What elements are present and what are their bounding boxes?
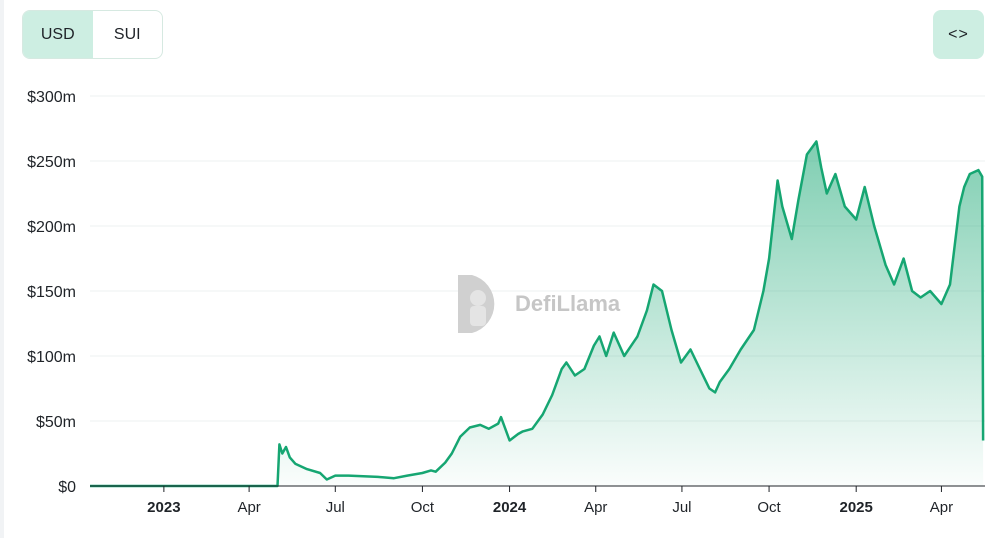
x-tick-label: 2023	[147, 499, 180, 516]
left-edge	[0, 0, 4, 538]
y-tick-label: $0	[58, 479, 76, 496]
x-tick-label: 2024	[493, 499, 527, 516]
toggle-sui[interactable]: SUI	[113, 25, 141, 43]
y-tick-label: $150m	[27, 284, 76, 301]
x-axis-ticks: 2023 Apr Jul Oct 2024 Apr Jul Oct 2025 Apr	[147, 486, 953, 516]
y-tick-label: $250m	[27, 154, 76, 171]
toggle-usd[interactable]: USD	[23, 11, 93, 58]
y-tick-label: $300m	[27, 89, 76, 106]
y-axis-ticks: $0 $50m $100m $150m $200m $250m $300m	[27, 89, 76, 496]
y-tick-label: $200m	[27, 219, 76, 236]
x-tick-label: Apr	[930, 499, 953, 516]
watermark: DefiLlama	[458, 275, 621, 333]
x-tick-label: Jul	[672, 499, 691, 516]
llama-logo-icon	[458, 275, 495, 333]
x-tick-label: 2025	[840, 499, 873, 516]
x-tick-label: Oct	[757, 499, 781, 516]
x-tick-label: Apr	[584, 499, 607, 516]
embed-button[interactable]: <>	[933, 10, 984, 59]
code-brackets-icon: <>	[948, 25, 969, 43]
x-tick-label: Apr	[237, 499, 260, 516]
area-fill	[90, 141, 984, 486]
x-tick-label: Jul	[326, 499, 345, 516]
y-tick-label: $50m	[36, 414, 76, 431]
currency-toggle: USD SUI	[22, 10, 163, 59]
series-line	[90, 140, 985, 488]
watermark-text: DefiLlama	[515, 291, 621, 316]
x-tick-label: Oct	[411, 499, 435, 516]
y-tick-label: $100m	[27, 349, 76, 366]
